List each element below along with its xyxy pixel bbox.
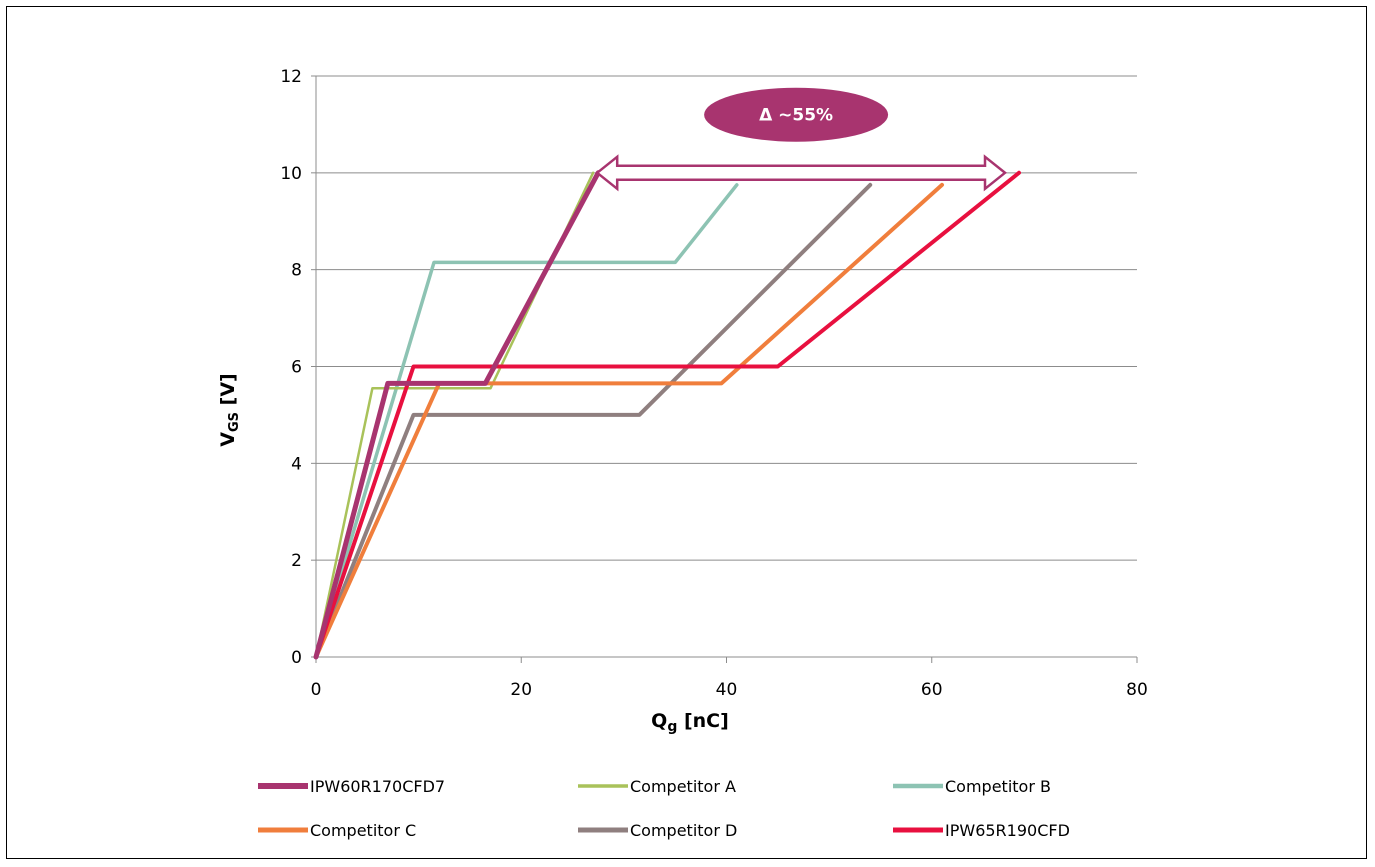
- axis-layer: [311, 75, 1138, 663]
- series-line-ipw60r170cfd7: [313, 170, 601, 660]
- x-axis-title-sub: g: [667, 719, 677, 735]
- delta-callout-text: Δ ~55%: [759, 106, 833, 126]
- x-tick-label: 40: [716, 680, 738, 700]
- y-axis-title-sub: GS: [227, 412, 242, 432]
- grid-layer: [316, 75, 1137, 561]
- legend-label: IPW65R190CFD: [945, 821, 1070, 840]
- y-axis-title-unit: [V]: [217, 373, 239, 412]
- series-layer: [313, 170, 1021, 660]
- y-tick-label: 8: [291, 261, 302, 281]
- y-tick-label: 6: [291, 358, 302, 378]
- legend-item: Competitor B: [893, 777, 1051, 796]
- tick-layer: 0 2 4 6 8 10 12 0 20 40 60 80: [280, 67, 1147, 700]
- x-tick-label: 0: [311, 680, 322, 700]
- y-tick-label: 0: [291, 648, 302, 668]
- series-line-competitor-c: [314, 182, 944, 659]
- legend-label: IPW60R170CFD7: [310, 777, 445, 796]
- legend-label: Competitor D: [630, 821, 737, 840]
- annotation-layer: Δ ~55%: [595, 87, 1008, 192]
- y-tick-label: 4: [291, 454, 302, 474]
- delta-double-arrow: [595, 154, 1008, 192]
- legend-item: Competitor C: [258, 821, 416, 840]
- series-line-ipw65r190cfd: [314, 170, 1021, 659]
- y-tick-label: 12: [280, 67, 302, 87]
- x-axis-title-unit: [nC]: [677, 710, 728, 732]
- series-line-competitor-d: [314, 182, 873, 659]
- legend-label: Competitor A: [630, 777, 736, 796]
- x-axis-title: Qg [nC]: [651, 710, 729, 735]
- legend: IPW60R170CFD7 Competitor A Competitor B Com…: [258, 777, 1070, 840]
- x-tick-label: 60: [921, 680, 943, 700]
- x-tick-label: 20: [510, 680, 532, 700]
- y-axis-title: VGS [V]: [217, 373, 242, 446]
- x-tick-label: 80: [1126, 680, 1148, 700]
- legend-item: IPW65R190CFD: [893, 821, 1070, 840]
- y-tick-label: 10: [280, 164, 302, 184]
- legend-item: IPW60R170CFD7: [258, 777, 445, 796]
- delta-callout-ellipse: [704, 87, 889, 142]
- y-tick-label: 2: [291, 551, 302, 571]
- legend-item: Competitor D: [578, 821, 737, 840]
- y-axis-title-main: V: [217, 432, 239, 447]
- chart-frame: [6, 6, 1367, 859]
- x-axis-title-main: Q: [651, 710, 667, 732]
- legend-item: Competitor A: [578, 777, 736, 796]
- legend-label: Competitor B: [945, 777, 1051, 796]
- legend-label: Competitor C: [310, 821, 416, 840]
- series-line-competitor-b: [314, 183, 739, 659]
